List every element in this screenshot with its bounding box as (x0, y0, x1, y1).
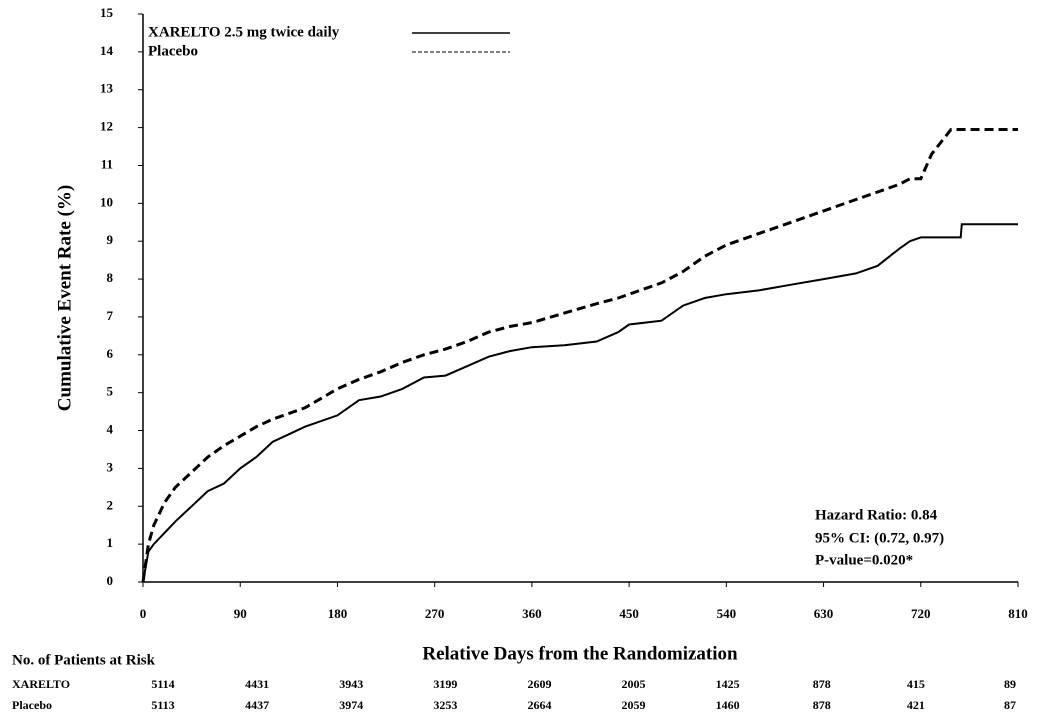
risk-value: 3199 (433, 677, 457, 691)
x-tick-label: 810 (1008, 606, 1028, 621)
x-tick-label: 0 (140, 606, 147, 621)
y-tick-label: 15 (100, 5, 114, 20)
risk-value: 4431 (245, 677, 269, 691)
annotation: P-value=0.020* (815, 552, 913, 568)
risk-value: 5114 (151, 677, 174, 691)
y-axis-label: Cumulative Event Rate (%) (54, 185, 75, 411)
x-tick-label: 630 (814, 606, 834, 621)
risk-value: 3253 (433, 698, 457, 712)
risk-value: 4437 (245, 698, 269, 712)
x-axis-label: Relative Days from the Randomization (422, 643, 738, 664)
x-tick-label: 720 (911, 606, 931, 621)
risk-value: 87 (1004, 698, 1016, 712)
x-tick-label: 450 (619, 606, 639, 621)
x-tick-label: 270 (425, 606, 445, 621)
risk-value: 2664 (527, 698, 551, 712)
annotation: Hazard Ratio: 0.84 (815, 507, 938, 523)
risk-value: 878 (813, 677, 831, 691)
risk-value: 1460 (716, 698, 740, 712)
risk-value: 2059 (622, 698, 646, 712)
risk-table-title: No. of Patients at Risk (12, 652, 156, 668)
y-tick-label: 7 (107, 308, 114, 323)
risk-value: 1425 (716, 677, 740, 691)
risk-row-label: Placebo (12, 698, 52, 712)
x-tick-label: 540 (717, 606, 737, 621)
x-tick-label: 90 (234, 606, 247, 621)
x-tick-label: 180 (328, 606, 348, 621)
risk-row-label: XARELTO (12, 677, 70, 691)
y-tick-label: 8 (107, 270, 114, 285)
y-tick-label: 4 (107, 422, 114, 437)
risk-value: 2005 (622, 677, 646, 691)
series-line (142, 223, 1018, 583)
y-tick-label: 0 (107, 573, 114, 588)
y-tick-label: 3 (107, 459, 114, 474)
y-tick-label: 5 (107, 384, 114, 399)
risk-value: 3943 (339, 677, 363, 691)
annotation: 95% CI: (0.72, 0.97) (815, 530, 944, 546)
y-tick-label: 9 (107, 232, 114, 247)
y-tick-label: 2 (107, 497, 114, 512)
y-tick-label: 6 (107, 346, 114, 361)
risk-value: 2609 (527, 677, 551, 691)
y-tick-label: 13 (100, 81, 114, 96)
risk-value: 5113 (151, 698, 174, 712)
y-tick-label: 11 (101, 156, 113, 171)
legend-label: Placebo (148, 43, 198, 59)
x-tick-label: 360 (522, 606, 542, 621)
risk-value: 89 (1004, 677, 1016, 691)
y-tick-label: 14 (100, 43, 114, 58)
risk-value: 415 (907, 677, 925, 691)
y-tick-label: 1 (107, 535, 114, 550)
legend-label: XARELTO 2.5 mg twice daily (148, 24, 340, 40)
risk-value: 421 (907, 698, 925, 712)
series-line (141, 128, 1018, 583)
risk-value: 3974 (339, 698, 363, 712)
risk-value: 878 (813, 698, 831, 712)
y-tick-label: 12 (100, 119, 113, 134)
y-tick-label: 10 (100, 194, 113, 209)
